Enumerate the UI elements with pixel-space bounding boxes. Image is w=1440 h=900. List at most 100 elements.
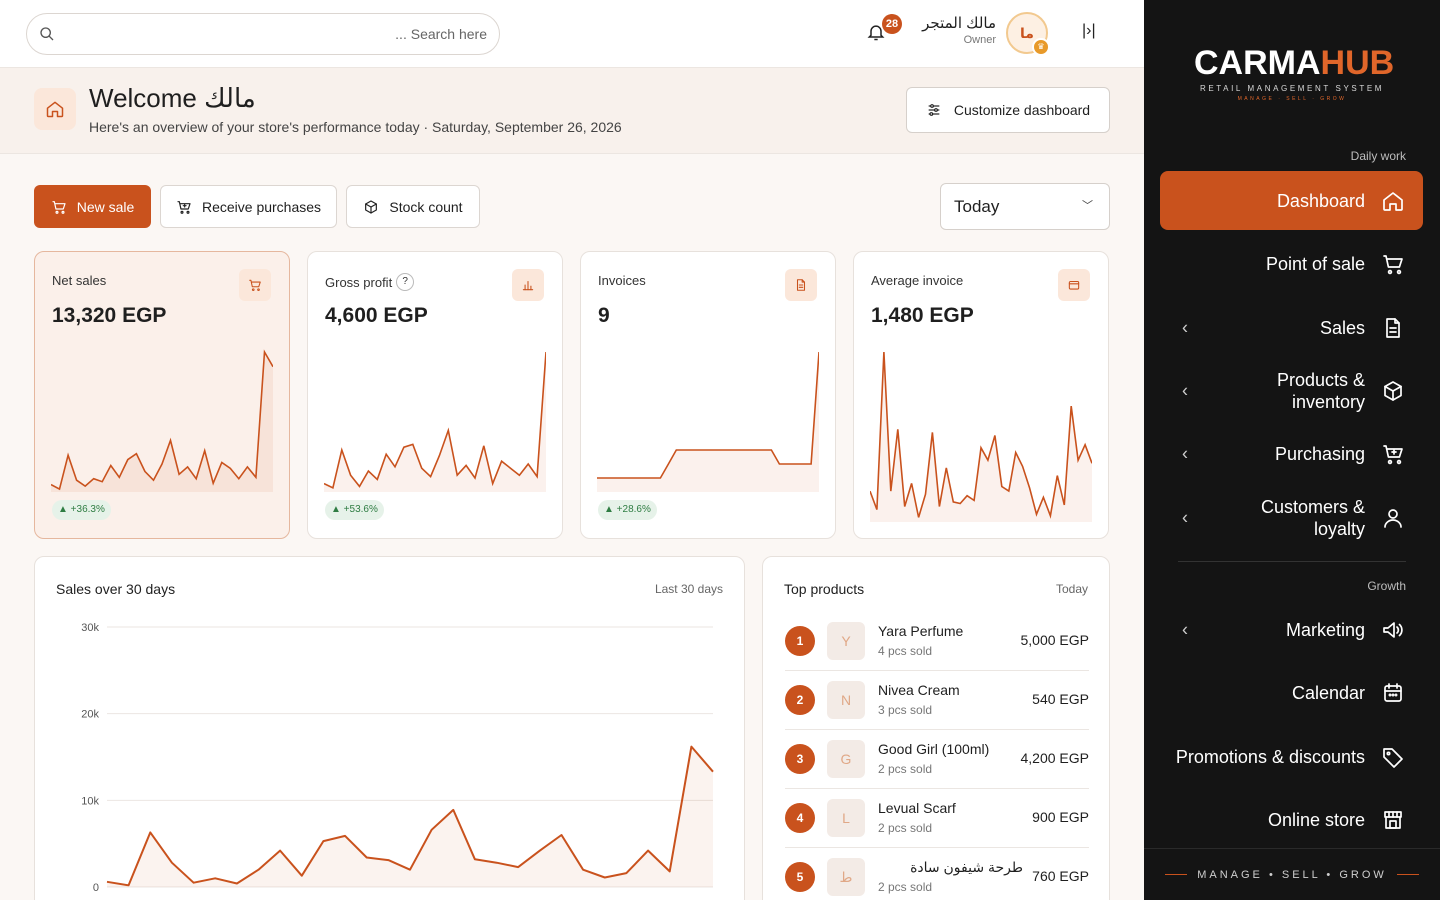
sidebar-item-products-inventory[interactable]: ‹ Products & inventory <box>1160 366 1423 416</box>
section-label-growth: Growth <box>1367 579 1406 593</box>
sidebar-item-dashboard[interactable]: Dashboard <box>1160 171 1423 230</box>
user-info[interactable]: مالك المتجر Owner <box>900 14 996 46</box>
page-title: Welcome مالك <box>89 83 256 113</box>
rank-badge: 3 <box>785 744 815 774</box>
kpi-delta-badge: ▲ +28.6% <box>598 500 657 520</box>
page-subtitle: Here's an overview of your store's perfo… <box>89 119 622 135</box>
sales-chart-title: Sales over 30 days <box>56 581 176 597</box>
y-tick-label: 0 <box>93 882 99 894</box>
kpi-card-gross-profit[interactable]: Gross profit? 4,600 EGP ▲ +53.6% <box>307 251 563 539</box>
welcome-band: Welcome مالك Here's an overview of your … <box>0 68 1144 154</box>
product-amount: 540 EGP <box>1032 691 1089 707</box>
cart-icon <box>52 200 66 214</box>
sidebar-item-online-store[interactable]: Online store <box>1160 796 1423 844</box>
y-tick-label: 10k <box>81 795 99 807</box>
sparkline <box>597 351 819 492</box>
list-item[interactable]: 4 L Levual Scarf 2 pcs sold 900 EGP <box>785 789 1089 848</box>
list-item[interactable]: 5 ط طرحة شيفون سادة 2 pcs sold 760 EGP <box>785 848 1089 900</box>
cart-icon <box>239 269 271 301</box>
sparkline-line <box>324 351 546 489</box>
sidebar-footer: MANAGE • SELL • GROW <box>1144 848 1440 900</box>
sidebar-item-purchasing[interactable]: ‹ Purchasing <box>1160 430 1423 478</box>
wallet-icon <box>1058 269 1090 301</box>
receive-purchases-button[interactable]: Receive purchases <box>160 185 337 228</box>
sparkline-line <box>870 351 1092 519</box>
product-sold: 2 pcs sold <box>878 821 933 835</box>
search-icon <box>40 27 54 41</box>
product-sold: 2 pcs sold <box>878 762 933 776</box>
y-tick-label: 30k <box>81 622 99 634</box>
stock-count-button[interactable]: Stock count <box>346 185 480 228</box>
kpi-card-invoices[interactable]: Invoices 9 ▲ +28.6% <box>580 251 836 539</box>
megaphone-icon <box>1383 622 1403 638</box>
sidebar-item-sales[interactable]: ‹ Sales <box>1160 304 1423 352</box>
home-icon <box>1383 191 1403 211</box>
search-box[interactable] <box>26 13 500 55</box>
crown-icon: ♛ <box>1032 38 1050 56</box>
product-amount: 5,000 EGP <box>1020 632 1090 648</box>
sidebar: CARMAHUB RETAIL MANAGEMENT SYSTEM MANAGE… <box>1144 0 1440 900</box>
product-thumbnail: L <box>827 799 865 837</box>
sparkline <box>51 349 273 492</box>
sidebar-item-point-of-sale[interactable]: Point of sale <box>1160 240 1423 288</box>
sales-area <box>107 746 713 887</box>
sidebar-item-promotions-discounts[interactable]: Promotions & discounts <box>1160 733 1423 781</box>
new-sale-button[interactable]: New sale <box>34 185 151 228</box>
product-amount: 900 EGP <box>1032 809 1089 825</box>
period-value: Today <box>954 197 1000 216</box>
sales-chart: 0 10k 20k 30k <box>81 622 714 894</box>
period-select[interactable]: Today ﹀ <box>940 183 1110 230</box>
section-label-daily: Daily work <box>1350 149 1406 163</box>
chevron-left-icon: ‹ <box>1182 507 1188 528</box>
sidebar-item-label: Dashboard <box>1276 190 1365 211</box>
kpi-value: 9 <box>598 304 610 327</box>
list-item[interactable]: 1 Y Yara Perfume 4 pcs sold 5,000 EGP <box>785 612 1089 671</box>
kpi-card-net-sales[interactable]: Net sales 13,320 EGP ▲ +36.3% <box>34 251 290 539</box>
rank-badge: 2 <box>785 685 815 715</box>
search-input[interactable] <box>67 22 487 46</box>
kpi-label: Gross profit? <box>325 273 415 291</box>
user-role: Owner <box>963 34 996 46</box>
box-icon <box>1384 381 1402 401</box>
notifications-button[interactable]: 28 <box>866 14 902 46</box>
kpi-card-average-invoice[interactable]: Average invoice 1,480 EGP <box>853 251 1109 539</box>
customize-dashboard-label: Customize dashboard <box>953 102 1091 118</box>
list-item[interactable]: 2 N Nivea Cream 3 pcs sold 540 EGP <box>785 671 1089 730</box>
rank-badge: 1 <box>785 626 815 656</box>
top-products-range: Today <box>1055 582 1088 596</box>
rank-badge: 4 <box>785 803 815 833</box>
sidebar-item-label: Marketing <box>1285 620 1365 640</box>
sidebar-item-label: Online store <box>1267 810 1365 830</box>
sidebar-item-calendar[interactable]: Calendar <box>1160 669 1423 717</box>
product-name: Nivea Cream <box>878 682 960 698</box>
cart-plus-icon <box>177 200 191 214</box>
top-bar: 28 مالك المتجر Owner ما ♛ |›| <box>0 0 1144 68</box>
sales-line <box>106 745 714 887</box>
kpi-value: 1,480 EGP <box>871 304 974 327</box>
sparkline-area <box>870 352 1092 522</box>
sparkline-line <box>51 349 273 491</box>
rank-badge: 5 <box>785 862 815 892</box>
kpi-value: 4,600 EGP <box>325 304 428 327</box>
product-sold: 4 pcs sold <box>878 644 933 658</box>
sales-chart-panel: Sales over 30 days Last 30 days 0 10k 20k 3… <box>34 556 745 900</box>
product-amount: 4,200 EGP <box>1020 750 1090 766</box>
kpi-delta-badge: ▲ +53.6% <box>325 500 384 520</box>
user-name: مالك المتجر <box>922 15 996 32</box>
sidebar-item-customers-loyalty[interactable]: ‹ Customers & loyalty <box>1160 493 1423 543</box>
user-icon <box>1384 509 1402 528</box>
bar-chart-icon <box>512 269 544 301</box>
stock-count-label: Stock count <box>389 198 463 215</box>
sidebar-collapse-button[interactable]: |›| <box>1082 22 1096 39</box>
sidebar-item-marketing[interactable]: ‹ Marketing <box>1160 606 1423 654</box>
list-item[interactable]: 3 G Good Girl (100ml) 2 pcs sold 4,200 E… <box>785 730 1089 789</box>
product-amount: 760 EGP <box>1032 868 1089 884</box>
help-icon[interactable]: ? <box>396 273 415 291</box>
product-sold: 2 pcs sold <box>878 880 933 894</box>
avatar[interactable]: ما ♛ <box>1006 12 1050 56</box>
customize-dashboard-button[interactable]: Customize dashboard <box>906 87 1110 133</box>
sidebar-item-label: Point of sale <box>1265 254 1365 274</box>
kpi-label: Invoices <box>598 273 646 288</box>
cart-plus-icon <box>1383 445 1403 465</box>
chevron-down-icon: ﹀ <box>1082 200 1093 212</box>
